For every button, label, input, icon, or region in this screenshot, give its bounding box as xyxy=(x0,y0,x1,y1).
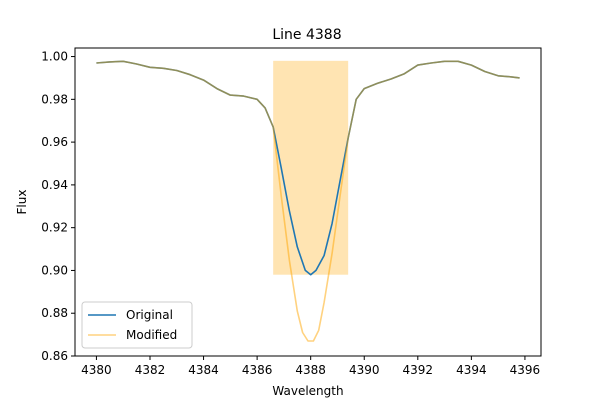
y-axis-label: Flux xyxy=(15,190,29,215)
series-line-modified xyxy=(96,60,520,342)
y-tick-label: 0.94 xyxy=(41,178,68,192)
shaded-region-layer xyxy=(273,60,349,275)
x-tick-label: 4392 xyxy=(403,363,434,377)
x-tick-label: 4386 xyxy=(242,363,273,377)
x-axis-ticks: 4380 4382 4384 4386 4388 4390 4392 4394 4396 xyxy=(81,356,540,377)
legend-label-modified: Modified xyxy=(126,328,177,342)
legend: Original Modified xyxy=(81,301,193,349)
plot-frame xyxy=(74,47,542,357)
y-tick-label: 0.88 xyxy=(41,306,68,320)
x-tick-label: 4388 xyxy=(295,363,326,377)
x-axis-label: Wavelength xyxy=(272,384,343,398)
x-tick-label: 4394 xyxy=(456,363,487,377)
shaded-region xyxy=(273,60,349,275)
y-axis-ticks: 0.86 0.88 0.90 0.92 0.94 0.96 0.98 1.00 xyxy=(41,50,75,363)
x-tick-label: 4396 xyxy=(510,363,541,377)
y-tick-label: 0.96 xyxy=(41,135,68,149)
y-tick-label: 1.00 xyxy=(41,50,68,64)
x-tick-label: 4382 xyxy=(135,363,166,377)
x-tick-label: 4384 xyxy=(188,363,219,377)
y-tick-label: 0.90 xyxy=(41,263,68,277)
legend-label-original: Original xyxy=(126,308,173,322)
y-tick-label: 0.86 xyxy=(41,349,68,363)
series-layer xyxy=(96,60,520,342)
y-tick-label: 0.92 xyxy=(41,221,68,235)
x-tick-label: 4380 xyxy=(81,363,112,377)
legend-box xyxy=(81,301,193,349)
chart-title: Line 4388 xyxy=(272,27,341,43)
y-tick-label: 0.98 xyxy=(41,92,68,106)
x-tick-label: 4390 xyxy=(349,363,380,377)
